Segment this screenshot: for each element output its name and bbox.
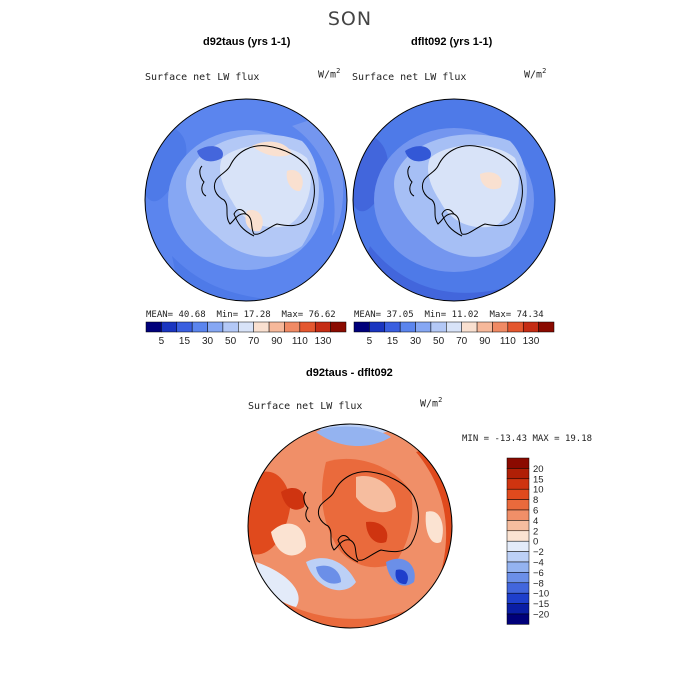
diff-colorbar-swatch-2: [506, 478, 530, 490]
panel1-colorbar-tick-label: 70: [248, 336, 260, 347]
diff-colorbar-tick-label: 0: [533, 537, 538, 548]
diff-colorbar-swatch-0: [506, 457, 530, 469]
panel2-colorbar: 5 15 30 50 70 90 110 130: [353, 321, 555, 347]
diff-variable: Surface net LW flux: [248, 401, 363, 412]
panel2-colorbar-tick-label: 5: [367, 336, 373, 347]
panel2-colorbar-swatch-5: [430, 321, 447, 333]
panel1-variable: Surface net LW flux: [145, 72, 260, 83]
diff-colorbar-tick-label: 2: [533, 526, 538, 537]
diff-colorbar-tick-label: −8: [533, 578, 544, 589]
diff-colorbar-swatch-5: [506, 509, 530, 521]
panel1-polar-map: [144, 98, 348, 302]
panel1-colorbar-tick-label: 130: [315, 336, 332, 347]
panel2-colorbar-swatch-3: [399, 321, 416, 333]
diff-colorbar-tick-label: 10: [533, 485, 544, 496]
panel1-colorbar-swatch-6: [238, 321, 254, 333]
diff-colorbar-tick-label: 15: [533, 474, 544, 485]
diff-polar-map: [247, 423, 453, 629]
panel1-colorbar-swatch-5: [222, 321, 239, 333]
panel2-colorbar-swatch-8: [476, 321, 493, 333]
diff-colorbar-swatch-14: [506, 603, 530, 615]
panel2-colorbar-swatch-6: [446, 321, 462, 333]
diff-colorbar-tick-label: 4: [533, 516, 538, 527]
panel2-title: dflt092 (yrs 1-1): [411, 36, 493, 48]
panel2-colorbar-tick-label: 50: [433, 336, 445, 347]
diff-colorbar-swatch-6: [506, 520, 530, 532]
panel1-unit: W/m2: [318, 67, 341, 81]
panel2-colorbar-tick-label: 110: [500, 336, 516, 347]
panel1-colorbar-swatch-1: [161, 321, 178, 333]
panel1-colorbar-swatch-8: [268, 321, 285, 333]
diff-colorbar-swatch-4: [506, 499, 530, 511]
panel2-colorbar-swatch-11: [522, 321, 539, 333]
panel2-unit: W/m2: [524, 67, 547, 81]
panel2-colorbar-swatch-7: [461, 321, 478, 333]
panel1-colorbar-tick-label: 110: [292, 336, 308, 347]
diff-colorbar-swatch-8: [506, 540, 530, 552]
panel2-stats: MEAN= 37.05 Min= 11.02 Max= 74.34: [354, 310, 544, 320]
diff-colorbar-tick-label: 8: [533, 495, 538, 506]
panel1-colorbar-swatch-12: [330, 321, 347, 333]
diff-colorbar-swatch-10: [506, 561, 530, 573]
panel1-colorbar-swatch-10: [299, 321, 316, 333]
diff-unit: W/m2: [420, 396, 443, 410]
diff-colorbar-tick-label: −20: [533, 610, 549, 621]
panel1-colorbar-swatch-11: [314, 321, 331, 333]
diff-colorbar-swatch-12: [506, 582, 530, 594]
panel1-colorbar-tick-label: 5: [159, 336, 165, 347]
diff-colorbar-tick-label: −4: [533, 558, 544, 569]
diff-colorbar-swatch-13: [506, 592, 530, 604]
panel2-colorbar-tick-label: 130: [523, 336, 540, 347]
panel2-colorbar-swatch-9: [492, 321, 509, 333]
panel2-colorbar-swatch-10: [507, 321, 524, 333]
diff-colorbar-swatch-15: [506, 613, 530, 625]
diff-colorbar-tick-label: −6: [533, 568, 544, 579]
diff-colorbar-tick-label: −2: [533, 547, 544, 558]
panel2-colorbar-tick-label: 70: [456, 336, 468, 347]
panel2-variable: Surface net LW flux: [352, 72, 467, 83]
panel1-title: d92taus (yrs 1-1): [203, 36, 291, 48]
diff-title: d92taus - dflt092: [306, 367, 393, 379]
diff-colorbar-tick-label: 20: [533, 464, 544, 475]
panel1-colorbar-tick-label: 90: [271, 336, 283, 347]
panel2-colorbar-tick-label: 15: [387, 336, 399, 347]
panel1-colorbar-swatch-0: [145, 321, 162, 333]
panel1-colorbar-swatch-4: [207, 321, 224, 333]
diff-colorbar-swatch-3: [506, 488, 530, 500]
panel2-polar-map: [352, 98, 556, 302]
panel1-colorbar-swatch-2: [176, 321, 193, 333]
panel2-colorbar-swatch-0: [353, 321, 370, 333]
diff-colorbar-tick-label: 6: [533, 506, 538, 517]
panel1-colorbar-swatch-9: [284, 321, 301, 333]
panel2-colorbar-swatch-1: [369, 321, 386, 333]
season-title: SON: [327, 8, 373, 30]
diff-colorbar-swatch-11: [506, 572, 530, 584]
diff-colorbar-swatch-7: [506, 530, 530, 542]
panel1-colorbar-tick-label: 30: [202, 336, 214, 347]
panel1-colorbar-tick-label: 15: [179, 336, 191, 347]
panel2-colorbar-swatch-2: [384, 321, 401, 333]
panel1-stats: MEAN= 40.68 Min= 17.28 Max= 76.62: [146, 310, 336, 320]
panel2-colorbar-swatch-12: [538, 321, 555, 333]
diff-colorbar-tick-label: −15: [533, 599, 549, 610]
panel2-colorbar-swatch-4: [415, 321, 432, 333]
panel1-colorbar-swatch-3: [191, 321, 208, 333]
diff-min-max: MIN = -13.43 MAX = 19.18: [462, 434, 593, 444]
panel2-colorbar-tick-label: 30: [410, 336, 422, 347]
diff-colorbar-swatch-1: [506, 468, 530, 480]
panel1-colorbar-swatch-7: [253, 321, 270, 333]
diff-colorbar-tick-label: −10: [533, 589, 549, 600]
panel1-colorbar: 5 15 30 50 70 90 110 130: [145, 321, 347, 347]
diff-colorbar-swatch-9: [506, 551, 530, 563]
panel2-colorbar-tick-label: 90: [479, 336, 491, 347]
panel1-colorbar-tick-label: 50: [225, 336, 237, 347]
